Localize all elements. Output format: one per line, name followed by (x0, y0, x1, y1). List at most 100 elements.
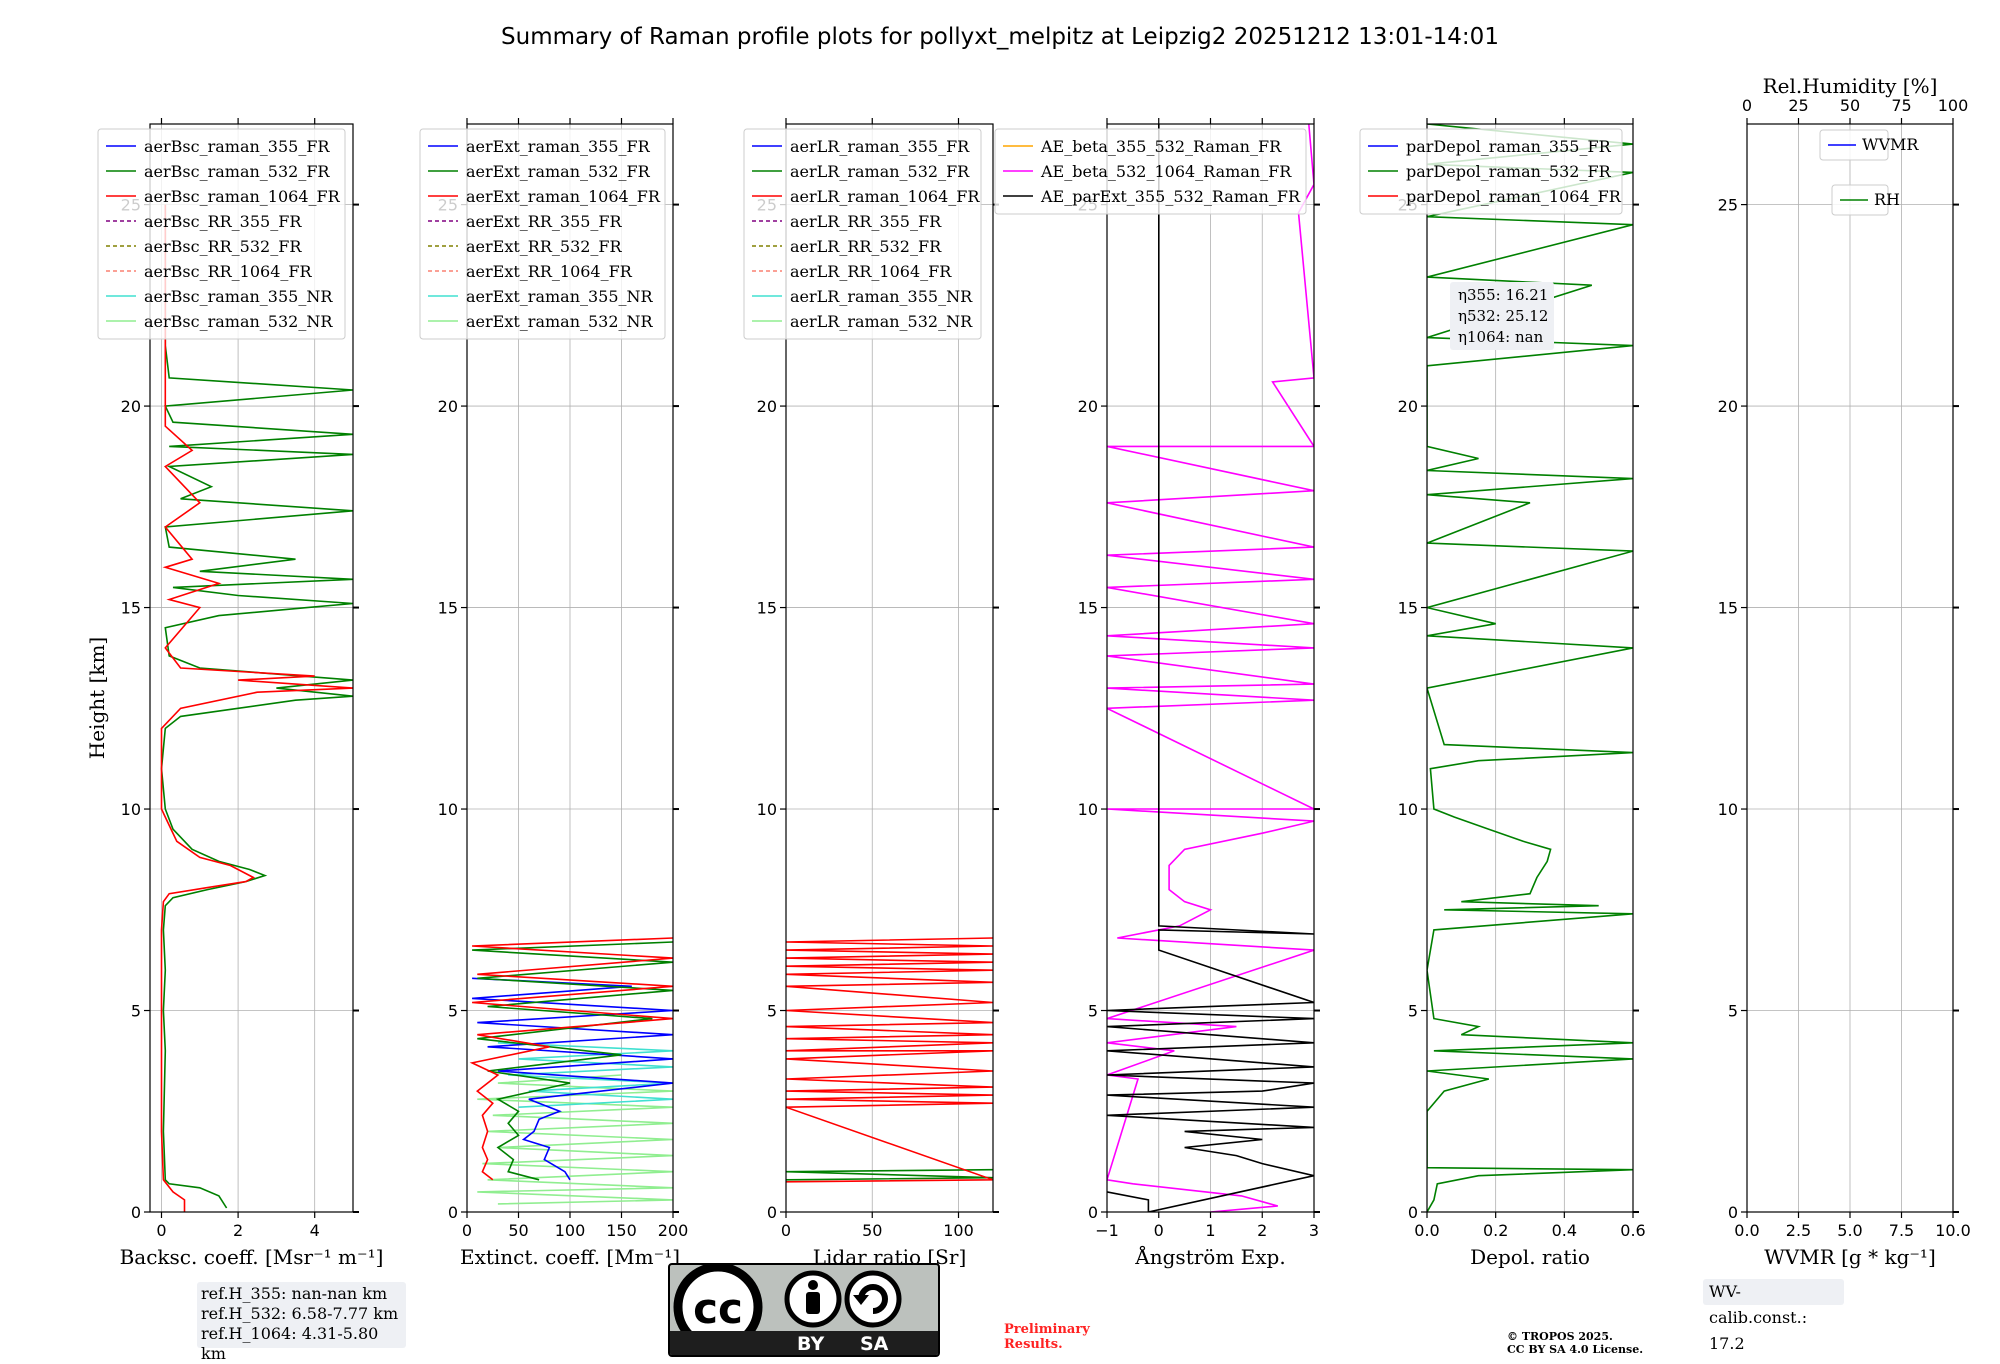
y-tick-label: 20 (1078, 397, 1098, 416)
x-tick-label: 0 (156, 1221, 166, 1240)
x-tick-label: 0.0 (1734, 1221, 1759, 1240)
x-axis-label: WVMR [g * kg⁻¹] (1764, 1245, 1936, 1269)
y-tick-label: 10 (1398, 800, 1418, 819)
legend-box (97, 128, 346, 340)
y-tick-label: 0 (1088, 1203, 1098, 1222)
copyright-line-2: CC BY SA 4.0 License. (1507, 1343, 1644, 1356)
legend-depol: parDepol_raman_355_FR parDepol_raman_532_… (1359, 128, 1623, 215)
series-line-AE_parExt_355_532_Raman_FR (1107, 124, 1314, 1212)
x-tick-label: 0.6 (1620, 1221, 1645, 1240)
legend-label: aerExt_raman_355_NR (466, 287, 654, 306)
y-tick-label: 10 (1078, 800, 1098, 819)
y-tick-label: 15 (1718, 599, 1738, 618)
y-tick-label: 5 (1088, 1002, 1098, 1021)
plot-frame (149, 123, 354, 1213)
x-tick-label: 7.5 (1889, 1221, 1914, 1240)
series-line-aerLR_raman_1064_FR (786, 937, 993, 1183)
eta-line: η1064: nan (1458, 328, 1544, 346)
y-tick-label: 5 (767, 1002, 777, 1021)
legend-box (994, 128, 1307, 215)
y-tick-label: 15 (1078, 599, 1098, 618)
by-label: BY (797, 1333, 825, 1355)
x-tick-label: 100 (555, 1221, 586, 1240)
cc-logo-text: cc (693, 1284, 743, 1333)
y-tick-label: 20 (121, 397, 141, 416)
legend-label: aerLR_RR_355_FR (790, 212, 942, 231)
y-tick-label: 10 (757, 800, 777, 819)
preliminary-note: Preliminary Results. (1004, 1322, 1090, 1352)
y-tick-label: 25 (1718, 196, 1738, 215)
series-line-aerExt_raman_355_NR (497, 1042, 673, 1108)
legend-label: aerBsc_raman_355_NR (144, 287, 333, 306)
plot-frame (785, 123, 994, 1213)
y-tick-label: 15 (438, 599, 458, 618)
legend-label: aerBsc_RR_532_FR (144, 237, 302, 256)
plot-frame (1426, 123, 1634, 1213)
series-group (1107, 124, 1314, 1212)
legend-label: aerBsc_RR_355_FR (144, 212, 302, 231)
x-tick-label: 3 (1309, 1221, 1319, 1240)
legend-box (743, 128, 982, 340)
y-tick-label: 10 (1718, 800, 1738, 819)
eta-box: η355: 16.21 η532: 25.12 η1064: nan (1450, 282, 1554, 350)
panel-ext: 0501001502000510152025Extinct. coeff. [M… (419, 118, 689, 1269)
legend-ae: AE_beta_355_532_Raman_FR AE_beta_532_1064… (994, 128, 1307, 215)
series-line-aerLR_raman_532_FR (786, 1168, 993, 1181)
y-tick-label: 5 (1408, 1002, 1418, 1021)
legend-ext: aerExt_raman_355_FR aerExt_raman_532_FRae… (419, 128, 666, 340)
legend-lr: aerLR_raman_355_FR aerLR_raman_532_FR aerL… (743, 128, 982, 340)
legend-label: RH (1874, 190, 1900, 209)
x-tick-label: 2.5 (1786, 1221, 1811, 1240)
legend-label: aerExt_raman_355_FR (466, 137, 651, 156)
series-group (160, 204, 353, 1212)
y-tick-label: 5 (1728, 1002, 1738, 1021)
series-line-aerExt_raman_1064_FR (469, 937, 673, 1181)
x-tick-label: 4 (310, 1221, 320, 1240)
sa-share-alike-icon (844, 1270, 902, 1328)
x-tick-label: −1 (1095, 1221, 1119, 1240)
panel-wv: 0.0 2.5 5.0 7.5 10.0 0 5 10 15 20 25 WVMR [g * kg⁻¹… (1718, 74, 1971, 1269)
eta-line: η532: 25.12 (1458, 307, 1548, 325)
top-x-tick-label: 50 (1840, 96, 1860, 115)
legend-box (419, 128, 666, 340)
y-tick-label: 10 (438, 800, 458, 819)
y-tick-label: 0 (131, 1203, 141, 1222)
wv-calibration-box: WV-calib.const.: 17.2 (1703, 1279, 1844, 1353)
legend-label: aerExt_raman_532_NR (466, 312, 654, 331)
panel-lr: 0501000510152025Lidar ratio [Sr]aerLR_ra… (743, 118, 999, 1269)
top-x-tick-label: 0 (1742, 96, 1752, 115)
legend-label: aerLR_raman_532_FR (790, 162, 970, 181)
legend-label: aerExt_RR_532_FR (466, 237, 623, 256)
legend-label: parDepol_raman_1064_FR (1406, 187, 1622, 206)
x-axis-label: Ångström Exp. (1134, 1244, 1285, 1269)
legend-label: AE_parExt_355_532_Raman_FR (1040, 187, 1301, 206)
y-tick-label: 20 (1718, 397, 1738, 416)
x-tick-label: 50 (862, 1221, 882, 1240)
eta-line: η355: 16.21 (1458, 286, 1548, 304)
legend-label: aerLR_raman_355_FR (790, 137, 970, 156)
top-x-tick-label: 100 (1938, 96, 1969, 115)
y-tick-label: 20 (757, 397, 777, 416)
copyright-note: © TROPOS 2025. CC BY SA 4.0 License. (1507, 1330, 1643, 1356)
x-tick-label: 200 (658, 1221, 689, 1240)
legend-label: parDepol_raman_355_FR (1406, 137, 1612, 156)
x-tick-label: 0.2 (1483, 1221, 1508, 1240)
legend-label: aerLR_raman_532_NR (790, 312, 973, 331)
legend-label: aerBsc_RR_1064_FR (144, 262, 313, 281)
y-tick-label: 0 (1408, 1203, 1418, 1222)
x-tick-label: 150 (606, 1221, 637, 1240)
series-group (469, 937, 673, 1205)
legend-label: aerLR_RR_532_FR (790, 237, 942, 256)
copyright-line-1: © TROPOS 2025. (1507, 1330, 1613, 1343)
series-line-AE_beta_532_1064_Raman_FR (1107, 124, 1314, 1212)
panel-depol: 0.00.20.40.60510152025Depol. ratioparDep… (1359, 118, 1646, 1269)
sa-label: SA (860, 1333, 889, 1355)
legend-label: WVMR (1862, 135, 1919, 154)
x-tick-label: 0 (1154, 1221, 1164, 1240)
legend-label: AE_beta_532_1064_Raman_FR (1040, 162, 1292, 181)
legend-label: aerLR_raman_1064_FR (790, 187, 980, 206)
legend-label: aerBsc_raman_532_FR (144, 162, 330, 181)
top-x-tick-label: 75 (1891, 96, 1911, 115)
series-line-aerBsc_raman_1064_FR (160, 204, 353, 1212)
